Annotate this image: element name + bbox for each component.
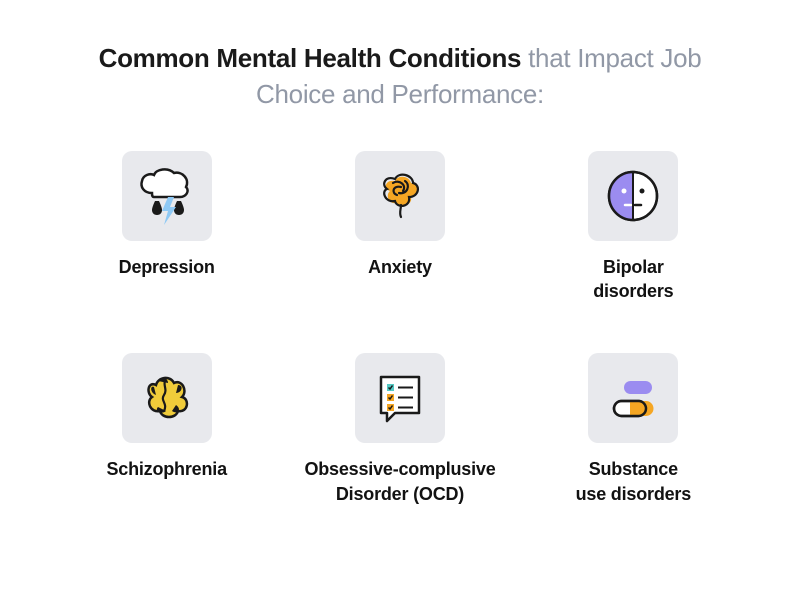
label-depression: Depression: [119, 255, 215, 279]
pills-icon: [598, 363, 668, 433]
label-ocd: Obsessive-complusiveDisorder (OCD): [304, 457, 495, 506]
page-title: Common Mental Health Conditions that Imp…: [60, 40, 740, 113]
item-substance: Substanceuse disorders: [527, 353, 740, 506]
item-bipolar: Bipolardisorders: [527, 151, 740, 304]
label-bipolar: Bipolardisorders: [593, 255, 673, 304]
tangled-brain-icon: [365, 161, 435, 231]
icon-box-schizophrenia: [122, 353, 212, 443]
two-face-icon: [598, 161, 668, 231]
title-bold: Common Mental Health Conditions: [99, 43, 522, 73]
icon-box-anxiety: [355, 151, 445, 241]
icon-box-ocd: [355, 353, 445, 443]
item-schizophrenia: Schizophrenia: [60, 353, 273, 506]
icon-box-bipolar: [588, 151, 678, 241]
cloud-rain-bolt-icon: [132, 161, 202, 231]
icon-box-substance: [588, 353, 678, 443]
conditions-grid: Depression Anxiety Bipola: [60, 151, 740, 506]
item-anxiety: Anxiety: [293, 151, 506, 304]
item-depression: Depression: [60, 151, 273, 304]
icon-box-depression: [122, 151, 212, 241]
checklist-bubble-icon: [365, 363, 435, 433]
label-anxiety: Anxiety: [368, 255, 432, 279]
label-schizophrenia: Schizophrenia: [106, 457, 226, 481]
label-substance: Substanceuse disorders: [576, 457, 691, 506]
cracked-brain-icon: [132, 363, 202, 433]
item-ocd: Obsessive-complusiveDisorder (OCD): [293, 353, 506, 506]
